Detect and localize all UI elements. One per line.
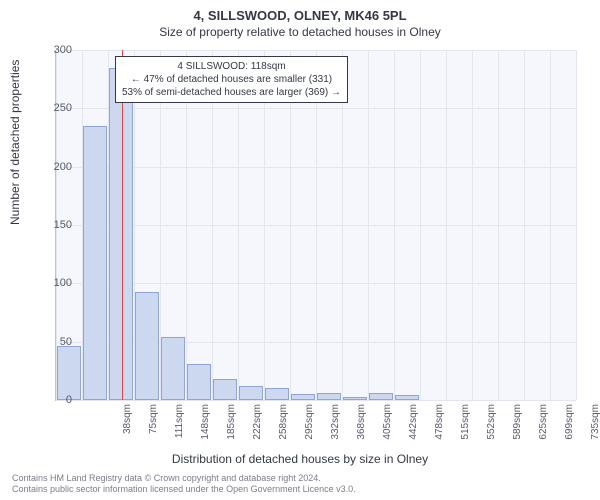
xtick-label: 552sqm — [486, 404, 497, 454]
grid-line-v — [420, 50, 421, 400]
xtick-label: 442sqm — [408, 404, 419, 454]
bar — [109, 68, 134, 401]
chart-title-main: 4, SILLSWOOD, OLNEY, MK46 5PL — [0, 0, 600, 23]
bar — [369, 393, 394, 400]
ytick-label: 150 — [42, 219, 72, 231]
xtick-label: 111sqm — [174, 404, 185, 454]
xtick-label: 332sqm — [330, 404, 341, 454]
grid-line-v — [394, 50, 395, 400]
annotation-line2: ← 47% of detached houses are smaller (33… — [122, 73, 341, 86]
chart-title-sub: Size of property relative to detached ho… — [0, 23, 600, 39]
xtick-label: 368sqm — [356, 404, 367, 454]
bar — [317, 393, 342, 400]
ytick-label: 100 — [42, 277, 72, 289]
xtick-label: 405sqm — [382, 404, 393, 454]
grid-line-v — [498, 50, 499, 400]
ytick-label: 250 — [42, 102, 72, 114]
bar — [395, 395, 420, 400]
credits: Contains HM Land Registry data © Crown c… — [12, 473, 356, 496]
annotation-line1: 4 SILLSWOOD: 118sqm — [122, 60, 341, 73]
bar — [83, 126, 108, 400]
xtick-label: 478sqm — [434, 404, 445, 454]
xtick-label: 295sqm — [304, 404, 315, 454]
bar — [343, 397, 368, 401]
grid-line-v — [446, 50, 447, 400]
bar — [57, 346, 82, 400]
grid-line-h — [56, 400, 576, 401]
bar — [187, 364, 212, 400]
chart-container: 4, SILLSWOOD, OLNEY, MK46 5PL Size of pr… — [0, 0, 600, 500]
bar — [265, 388, 290, 400]
xtick-label: 75sqm — [148, 404, 159, 454]
credits-line1: Contains HM Land Registry data © Crown c… — [12, 473, 356, 485]
xtick-label: 589sqm — [512, 404, 523, 454]
xtick-label: 699sqm — [564, 404, 575, 454]
bar — [135, 292, 160, 401]
bar — [213, 379, 238, 400]
bar — [291, 394, 316, 400]
ytick-label: 0 — [42, 394, 72, 406]
grid-line-v — [472, 50, 473, 400]
xtick-label: 38sqm — [122, 404, 133, 454]
xtick-label: 258sqm — [278, 404, 289, 454]
ytick-label: 50 — [42, 336, 72, 348]
grid-line-v — [550, 50, 551, 400]
chart-area: 4 SILLSWOOD: 118sqm ← 47% of detached ho… — [55, 50, 575, 400]
ytick-label: 300 — [42, 44, 72, 56]
ytick-label: 200 — [42, 161, 72, 173]
bar — [161, 337, 186, 400]
annotation-line3: 53% of semi-detached houses are larger (… — [122, 86, 341, 99]
annotation-box: 4 SILLSWOOD: 118sqm ← 47% of detached ho… — [115, 56, 348, 103]
x-axis-label: Distribution of detached houses by size … — [0, 452, 600, 466]
xtick-label: 148sqm — [200, 404, 211, 454]
xtick-label: 625sqm — [538, 404, 549, 454]
xtick-label: 735sqm — [590, 404, 600, 454]
xtick-label: 222sqm — [252, 404, 263, 454]
y-axis-label: Number of detached properties — [8, 60, 22, 225]
grid-line-v — [368, 50, 369, 400]
credits-line2: Contains public sector information licen… — [12, 484, 356, 496]
xtick-label: 515sqm — [460, 404, 471, 454]
grid-line-v — [576, 50, 577, 400]
bar — [239, 386, 264, 400]
grid-line-v — [524, 50, 525, 400]
xtick-label: 185sqm — [226, 404, 237, 454]
